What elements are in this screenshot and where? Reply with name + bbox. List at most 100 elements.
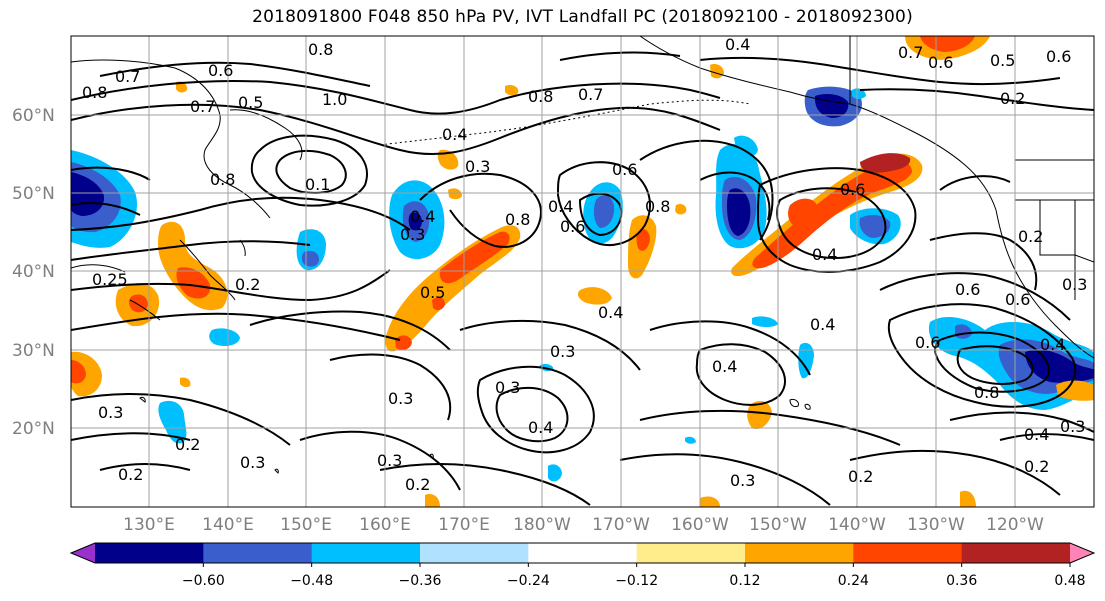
colorbar-tick-label: 0.24 bbox=[838, 573, 869, 589]
lon-label: 140°W bbox=[828, 515, 886, 535]
contour-label: 1.0 bbox=[322, 90, 347, 109]
blue-blob-small-n bbox=[852, 88, 866, 99]
colorbar-tick-label: 0.12 bbox=[729, 573, 760, 589]
contour-label: 0.6 bbox=[915, 333, 940, 352]
contour-label: 0.4 bbox=[528, 418, 553, 437]
contour-label: 0.3 bbox=[1060, 417, 1085, 436]
colorbar-tick-label: −0.48 bbox=[290, 573, 333, 589]
contour-label: 0.5 bbox=[238, 93, 263, 112]
contour-label: 0.6 bbox=[928, 53, 953, 72]
lat-label: 40°N bbox=[12, 262, 55, 282]
contour-label: 0.2 bbox=[175, 435, 200, 454]
contour-label: 0.7 bbox=[898, 43, 923, 62]
contour-label: 0.8 bbox=[82, 83, 107, 102]
map-frame bbox=[70, 35, 1095, 508]
contour-label: 0.3 bbox=[98, 403, 123, 422]
colorbar-tick-label: −0.36 bbox=[399, 573, 442, 589]
contour-label: 0.4 bbox=[812, 245, 837, 264]
colorbar-tick-label: 0.36 bbox=[946, 573, 977, 589]
orange-blob-south-3 bbox=[960, 490, 976, 507]
contour-label: 0.8 bbox=[974, 383, 999, 402]
contour-label: 0.8 bbox=[505, 210, 530, 229]
lon-label: 160°W bbox=[671, 515, 729, 535]
contour-label: 0.2 bbox=[1000, 89, 1025, 108]
orange-blob-south-2 bbox=[700, 496, 720, 507]
contour-label: 0.2 bbox=[235, 275, 260, 294]
contour-label: 0.4 bbox=[442, 125, 467, 144]
lon-label: 140°E bbox=[202, 515, 254, 535]
contour-label: 0.1 bbox=[305, 175, 330, 194]
contour-label: 0.2 bbox=[118, 465, 143, 484]
lon-label: 160°E bbox=[359, 515, 411, 535]
red-blob-top-right bbox=[920, 36, 975, 52]
contour-label: 0.4 bbox=[598, 303, 623, 322]
lon-label: 170°E bbox=[438, 515, 490, 535]
colorbar-extension-high bbox=[1070, 543, 1094, 563]
colorbar-tick-label: −0.12 bbox=[615, 573, 658, 589]
colorbar-segment bbox=[95, 543, 204, 563]
blue-blob-tiny-3 bbox=[685, 436, 696, 444]
blue-blob-south bbox=[548, 464, 562, 482]
colorbar-segment bbox=[636, 543, 746, 563]
longitude-labels: 130°E 140°E 150°E 160°E 170°E 180°W 170°… bbox=[123, 515, 1044, 535]
colorbar-segment bbox=[853, 543, 963, 563]
contour-label: 0.6 bbox=[612, 160, 637, 179]
orange-blob-south-1 bbox=[425, 494, 440, 507]
colorbar-tick-label: −0.60 bbox=[182, 573, 225, 589]
contour-label: 0.3 bbox=[388, 389, 413, 408]
lat-label: 30°N bbox=[12, 341, 55, 361]
contour-labels: 0.8 0.7 0.6 0.5 0.7 1.0 0.8 0.7 0.8 0.4 … bbox=[82, 36, 1087, 494]
blue-anomaly-west-50n bbox=[71, 150, 138, 248]
contour-label: 0.6 bbox=[1005, 290, 1030, 309]
contour-label: 0.3 bbox=[400, 225, 425, 244]
colorbar-segment bbox=[311, 543, 421, 563]
red-blob-165w bbox=[636, 229, 650, 251]
blue-blob-155w-30n bbox=[798, 342, 814, 379]
contour-label: 0.3 bbox=[550, 342, 575, 361]
contour-label: 0.3 bbox=[465, 157, 490, 176]
gridlines bbox=[71, 36, 1094, 507]
lon-label: 180°W bbox=[513, 515, 571, 535]
colorbar-tick-label: 0.48 bbox=[1054, 573, 1085, 589]
contour-label: 0.8 bbox=[528, 87, 553, 106]
blue-blob-2 bbox=[158, 400, 187, 444]
contour-label: 0.4 bbox=[1040, 335, 1065, 354]
contour-label: 0.5 bbox=[990, 51, 1015, 70]
contour-label: 0.2 bbox=[1024, 457, 1049, 476]
contour-label: 0.6 bbox=[840, 180, 865, 199]
contour-label: 0.3 bbox=[1062, 275, 1087, 294]
blue-anomaly-155w bbox=[715, 135, 767, 249]
map-content: 0.8 0.7 0.6 0.5 0.7 1.0 0.8 0.7 0.8 0.4 … bbox=[71, 36, 1094, 507]
contour-label: 0.3 bbox=[730, 471, 755, 490]
contour-label: 0.25 bbox=[92, 270, 128, 289]
contour-label: 0.5 bbox=[420, 283, 445, 302]
colorbar-segment bbox=[420, 543, 529, 563]
blue-anomaly-160e bbox=[389, 180, 445, 260]
orange-blob-150w-20n bbox=[747, 400, 772, 430]
contour-label: 0.7 bbox=[115, 67, 140, 86]
lat-label: 60°N bbox=[12, 106, 55, 126]
contour-label: 0.7 bbox=[578, 85, 603, 104]
lon-label: 150°E bbox=[280, 515, 332, 535]
contour-label: 0.6 bbox=[208, 61, 233, 80]
orange-blob-tiny-1 bbox=[180, 377, 191, 388]
contour-label: 0.4 bbox=[548, 197, 573, 216]
colorbar-segment bbox=[745, 543, 854, 563]
colorbar-segment bbox=[203, 543, 313, 563]
contour-label: 0.3 bbox=[495, 378, 520, 397]
contour-label: 0.6 bbox=[1046, 47, 1071, 66]
orange-blob-coast bbox=[1056, 380, 1094, 401]
orange-blob-top-central bbox=[505, 84, 519, 96]
latitude-labels: 60°N 50°N 40°N 30°N 20°N bbox=[12, 106, 55, 439]
orange-band-gulf-of-alaska bbox=[731, 153, 923, 277]
contour-label: 0.8 bbox=[645, 197, 670, 216]
colorbar: −0.60 −0.48 −0.36 −0.24 −0.12 0.12 0.24 0.36 0.4… bbox=[69, 542, 1096, 589]
blue-blob-small-3 bbox=[752, 316, 778, 327]
lon-label: 130°E bbox=[123, 515, 175, 535]
lon-label: 130°W bbox=[907, 515, 965, 535]
lon-label: 170°W bbox=[592, 515, 650, 535]
contour-label: 0.8 bbox=[308, 40, 333, 59]
contour-label: 0.7 bbox=[190, 97, 215, 116]
